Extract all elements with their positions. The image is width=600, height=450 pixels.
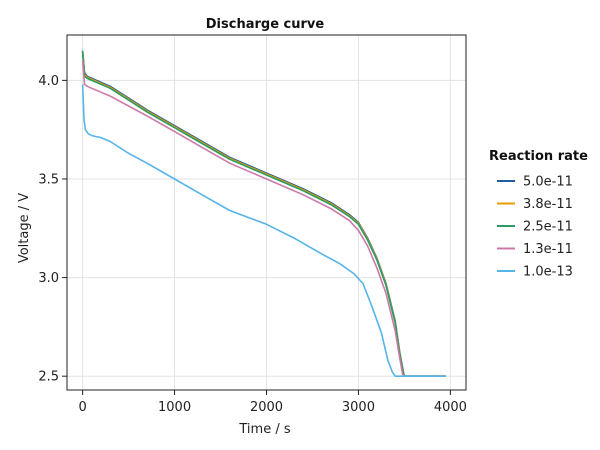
grid-lines bbox=[67, 35, 466, 390]
series-line-5.0e-11 bbox=[81, 50, 446, 378]
series-line-1.0e-13 bbox=[81, 84, 446, 378]
series-line-1.3e-11 bbox=[81, 60, 446, 378]
legend-title: Reaction rate bbox=[489, 149, 588, 164]
y-axis-label: Voltage / V bbox=[17, 193, 32, 263]
x-tick-label: 1000 bbox=[158, 400, 191, 415]
y-tick-label: 3.5 bbox=[38, 172, 59, 187]
series-layer bbox=[81, 50, 446, 378]
legend-label: 1.3e-11 bbox=[523, 242, 573, 257]
y-tick-label: 2.5 bbox=[38, 370, 59, 385]
y-tick-label: 3.0 bbox=[38, 271, 59, 286]
legend-label: 5.0e-11 bbox=[523, 175, 573, 190]
x-tick-label: 3000 bbox=[342, 400, 375, 415]
chart-title: Discharge curve bbox=[206, 17, 325, 32]
legend-label: 1.0e-13 bbox=[523, 265, 573, 280]
y-tick-label: 4.0 bbox=[38, 74, 59, 89]
x-tick-label: 2000 bbox=[250, 400, 283, 415]
legend-label: 2.5e-11 bbox=[523, 220, 573, 235]
legend-label: 3.8e-11 bbox=[523, 197, 573, 212]
series-line-2.5e-11 bbox=[81, 50, 446, 378]
series-line-3.8e-11 bbox=[81, 50, 446, 378]
x-tick-label: 0 bbox=[78, 400, 86, 415]
x-tick-label: 4000 bbox=[434, 400, 467, 415]
legend: Reaction rate 5.0e-11 3.8e-11 2.5e-11 1.3e-… bbox=[489, 149, 588, 280]
axis-ticks: 0 1000 2000 3000 4000 2.5 3.0 3.5 4.0 bbox=[38, 74, 467, 415]
x-axis-label: Time / s bbox=[238, 422, 290, 437]
